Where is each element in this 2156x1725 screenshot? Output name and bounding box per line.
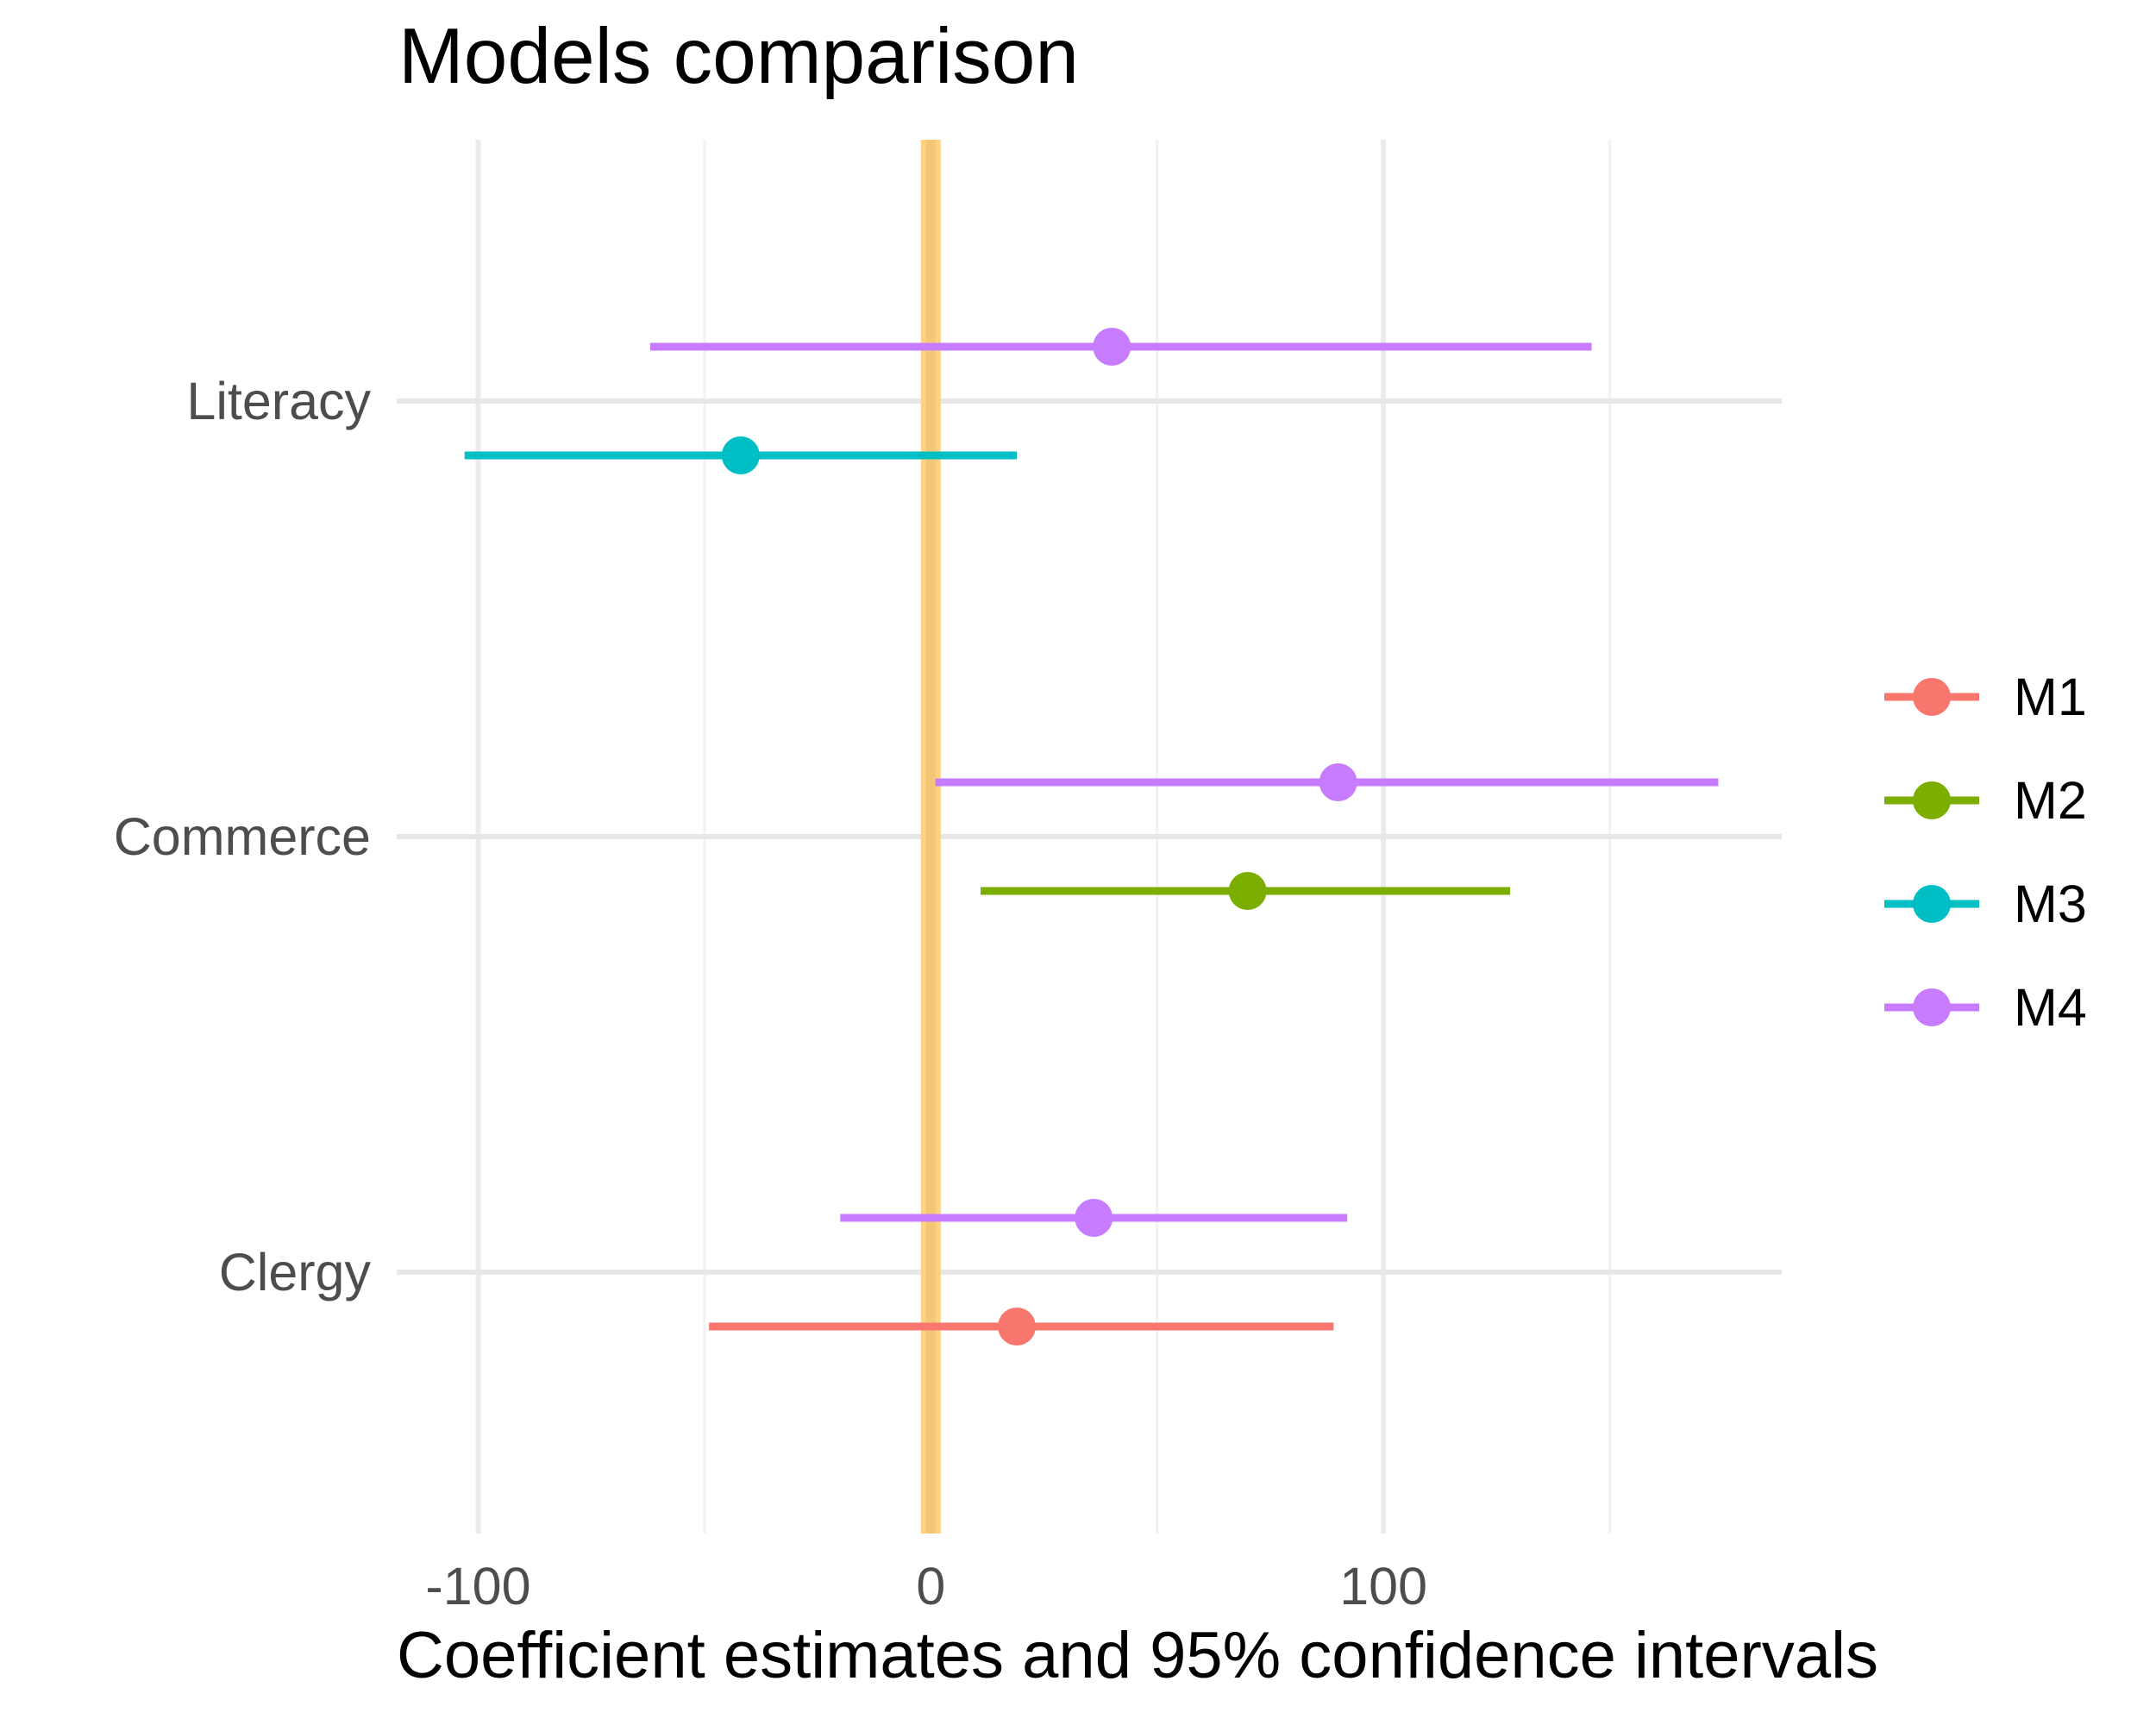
x-axis-title: Coefficient estimates and 95% confidence… xyxy=(397,1619,1879,1692)
legend-item-M4: M4 xyxy=(1884,975,2087,1040)
legend-label-M4: M4 xyxy=(2014,978,2087,1037)
y-tick-label-commerce: Commerce xyxy=(113,807,371,866)
legend-label-M3: M3 xyxy=(2014,875,2087,933)
legend-key-point xyxy=(1913,678,1951,716)
estimate-point-M4-literacy xyxy=(1093,328,1131,366)
x-tick-label--100: -100 xyxy=(425,1557,531,1615)
legend-key-point xyxy=(1913,988,1951,1026)
y-tick-label-clergy: Clergy xyxy=(218,1243,371,1302)
legend-key-point xyxy=(1913,885,1951,923)
legend-label-M2: M2 xyxy=(2014,771,2087,830)
y-tick-label-literacy: Literacy xyxy=(186,372,371,430)
legend-item-M2: M2 xyxy=(1884,768,2087,833)
legend-key-icon-M3 xyxy=(1884,885,1979,923)
x-tick-label-100: 100 xyxy=(1339,1557,1428,1615)
legend-key-icon-M2 xyxy=(1884,781,1979,819)
estimate-point-M4-clergy xyxy=(1075,1199,1113,1237)
zero-reference-band-core xyxy=(925,140,936,1534)
legend-key-icon-M1 xyxy=(1884,678,1979,716)
legend-key-icon-M4 xyxy=(1884,988,1979,1026)
legend-label-M1: M1 xyxy=(2014,668,2087,726)
legend-item-M1: M1 xyxy=(1884,664,2087,730)
legend-item-M3: M3 xyxy=(1884,871,2087,937)
estimate-point-M3-literacy xyxy=(721,436,760,474)
estimate-point-M2-commerce xyxy=(1228,872,1267,910)
estimate-point-M1-clergy xyxy=(998,1308,1037,1346)
chart-title: Models comparison xyxy=(398,13,1080,100)
estimate-point-M4-commerce xyxy=(1319,763,1357,801)
x-tick-label-0: 0 xyxy=(916,1557,946,1615)
legend-key-point xyxy=(1913,781,1951,819)
